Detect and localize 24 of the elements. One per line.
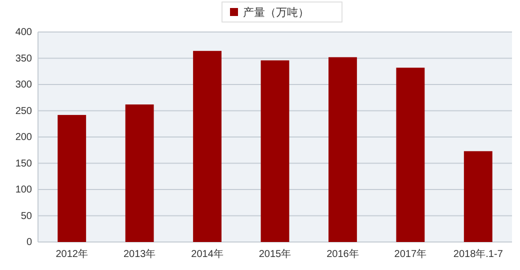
bar (464, 151, 492, 242)
y-tick-label: 300 (15, 80, 32, 91)
y-tick-label: 400 (15, 27, 32, 38)
x-tick-label: 2016年 (326, 248, 359, 260)
x-tick-label: 2015年 (258, 248, 292, 260)
y-tick-label: 250 (15, 106, 32, 117)
x-tick-label: 2012年 (56, 248, 88, 260)
y-tick-label: 350 (15, 53, 32, 64)
x-tick-label: 2013年 (123, 248, 156, 260)
bar (328, 57, 357, 242)
bar (260, 60, 290, 242)
x-tick-label: 2018年.1-7 (453, 248, 504, 260)
bar (125, 104, 154, 242)
legend-label: 产量（万吨） (243, 6, 309, 19)
bar (193, 50, 222, 242)
x-tick-label: 2017年 (394, 248, 427, 260)
bar (396, 68, 425, 242)
y-tick-label: 100 (15, 184, 32, 196)
x-tick-label: 2014年 (191, 248, 224, 260)
y-tick-label: 150 (15, 158, 32, 170)
y-tick-label: 0 (26, 237, 32, 248)
y-tick-label: 200 (15, 132, 32, 144)
y-tick-label: 50 (20, 210, 32, 222)
bar (58, 114, 86, 242)
